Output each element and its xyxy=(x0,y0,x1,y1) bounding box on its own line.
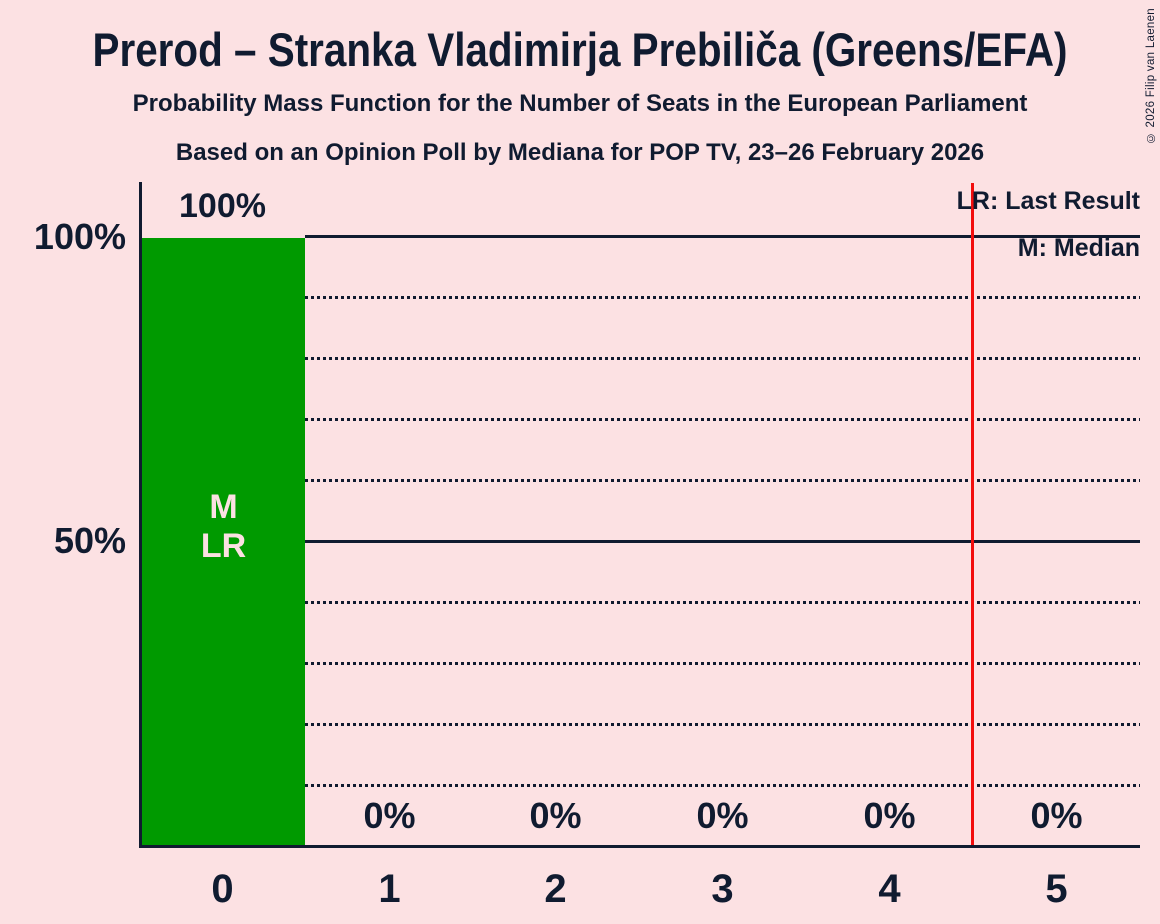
gridline-30pct xyxy=(305,662,1140,665)
gridline-100pct xyxy=(305,235,1140,238)
x-axis-line xyxy=(139,845,1140,848)
x-axis-tick-1: 1 xyxy=(378,867,401,911)
bar-seat-0-median-lastresult-marker: M LR xyxy=(200,488,247,565)
x-axis-tick-5: 5 xyxy=(1045,867,1068,911)
red-threshold-line xyxy=(971,183,974,845)
x-axis-tick-4: 4 xyxy=(878,867,901,911)
y-axis-tick-100: 100% xyxy=(33,216,126,257)
y-axis-line xyxy=(139,182,142,848)
chart-source-note: Based on an Opinion Poll by Mediana for … xyxy=(175,139,985,166)
gridline-20pct xyxy=(305,723,1140,726)
bar-seat-4-value-label: 0% xyxy=(863,795,916,836)
bar-seat-0-value-label: 100% xyxy=(179,187,266,225)
legend-last-result: LR: Last Result xyxy=(956,187,1140,215)
x-axis-tick-0: 0 xyxy=(211,867,234,911)
chart-subtitle: Probability Mass Function for the Number… xyxy=(132,90,1028,117)
gridline-90pct xyxy=(305,296,1140,299)
bar-seat-1-value-label: 0% xyxy=(363,795,416,836)
gridline-10pct xyxy=(305,784,1140,787)
legend-median: M: Median xyxy=(1017,234,1140,262)
gridline-60pct xyxy=(305,479,1140,482)
bar-seat-2-value-label: 0% xyxy=(529,795,582,836)
x-axis-tick-3: 3 xyxy=(711,867,734,911)
x-axis-tick-2: 2 xyxy=(544,867,567,911)
bar-seat-3-value-label: 0% xyxy=(696,795,749,836)
gridline-70pct xyxy=(305,418,1140,421)
y-axis-tick-50: 50% xyxy=(53,520,126,561)
chart-title: Prerod – Stranka Vladimirja Prebiliča (G… xyxy=(92,23,1068,76)
bar-seat-0 xyxy=(142,238,305,845)
copyright-notice: © 2026 Filip van Laenen xyxy=(1145,8,1157,144)
gridline-50pct xyxy=(305,540,1140,543)
gridline-40pct xyxy=(305,601,1140,604)
gridline-80pct xyxy=(305,357,1140,360)
bar-seat-5-value-label: 0% xyxy=(1030,795,1083,836)
